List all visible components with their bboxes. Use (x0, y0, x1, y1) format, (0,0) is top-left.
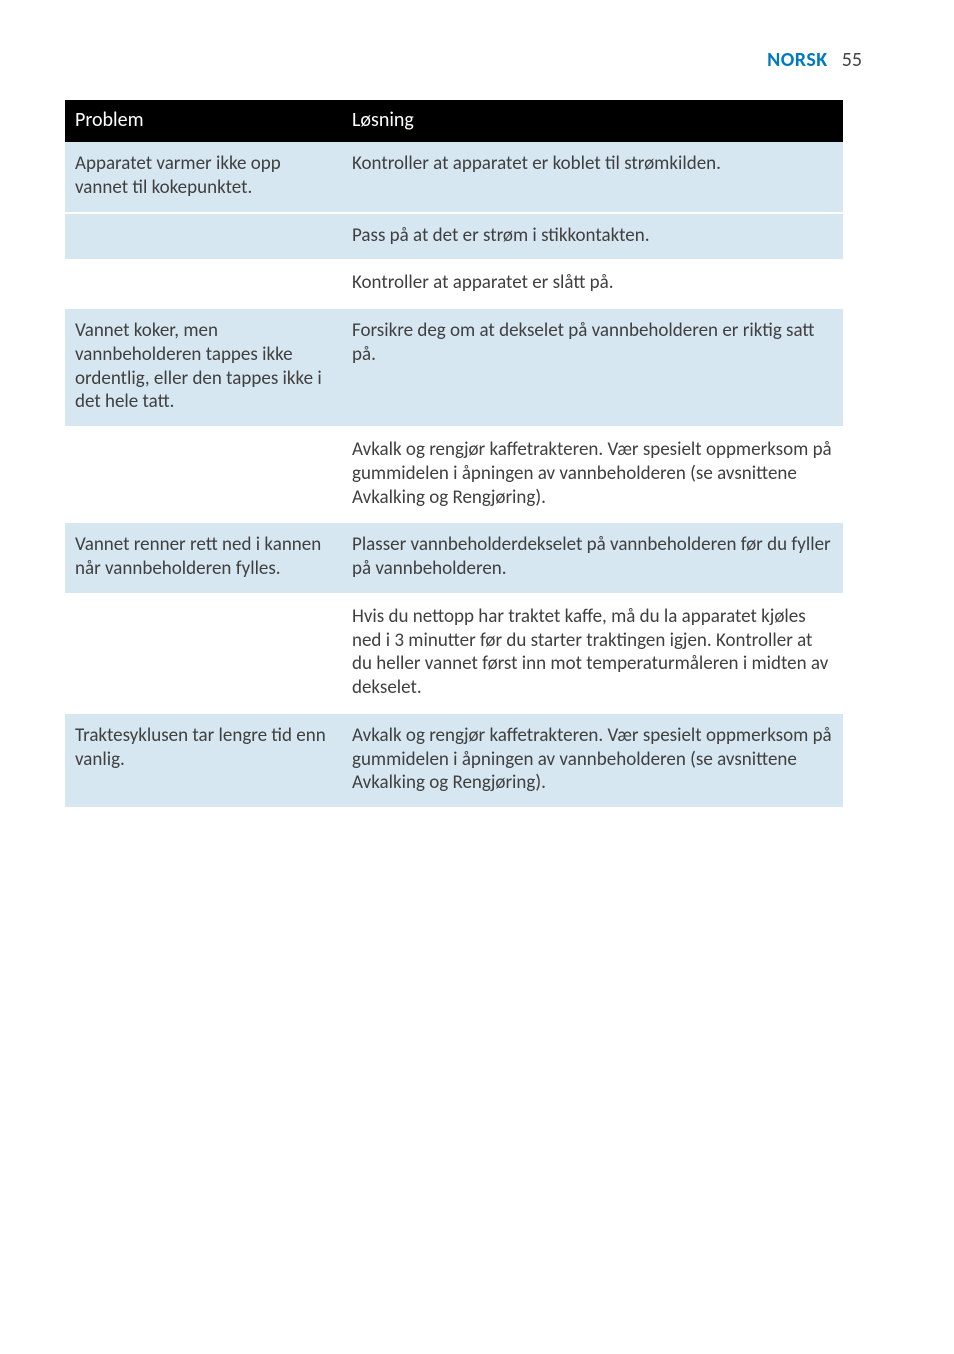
cell-problem: Vannet renner rett ned i kannen når vann… (65, 522, 342, 594)
table-row: Apparatet varmer ikke opp vannet til kok… (65, 142, 843, 213)
page-number: 55 (842, 48, 862, 72)
table-row: Pass på at det er strøm i stikkontakten. (65, 213, 843, 261)
cell-problem (65, 213, 342, 261)
cell-problem: Traktesyklusen tar lengre tid enn vanlig… (65, 713, 342, 808)
table-row: Kontroller at apparatet er slått på. (65, 260, 843, 308)
table-row: Traktesyklusen tar lengre tid enn vanlig… (65, 713, 843, 808)
cell-problem: Apparatet varmer ikke opp vannet til kok… (65, 142, 342, 213)
cell-problem (65, 260, 342, 308)
language-label: NORSK (767, 48, 828, 72)
column-header-problem: Problem (65, 100, 342, 142)
cell-solution: Kontroller at apparatet er koblet til st… (342, 142, 843, 213)
troubleshooting-table: Problem Løsning Apparatet varmer ikke op… (65, 100, 843, 809)
page-header: NORSK 55 (767, 48, 862, 72)
column-header-solution: Løsning (342, 100, 843, 142)
cell-solution: Avkalk og rengjør kaffetrakteren. Vær sp… (342, 427, 843, 522)
cell-problem: Vannet koker, men vannbeholderen tappes … (65, 308, 342, 427)
cell-solution: Pass på at det er strøm i stikkontakten. (342, 213, 843, 261)
cell-solution: Avkalk og rengjør kaffetrakteren. Vær sp… (342, 713, 843, 808)
table-row: Avkalk og rengjør kaffetrakteren. Vær sp… (65, 427, 843, 522)
cell-solution: Plasser vannbeholderdekselet på vannbeho… (342, 522, 843, 594)
cell-solution: Kontroller at apparatet er slått på. (342, 260, 843, 308)
cell-solution: Hvis du nettopp har traktet kaffe, må du… (342, 594, 843, 713)
table-row: Vannet koker, men vannbeholderen tappes … (65, 308, 843, 427)
table-row: Vannet renner rett ned i kannen når vann… (65, 522, 843, 594)
cell-solution: Forsikre deg om at dekselet på vannbehol… (342, 308, 843, 427)
cell-problem (65, 427, 342, 522)
table-row: Hvis du nettopp har traktet kaffe, må du… (65, 594, 843, 713)
table-header-row: Problem Løsning (65, 100, 843, 142)
cell-problem (65, 594, 342, 713)
